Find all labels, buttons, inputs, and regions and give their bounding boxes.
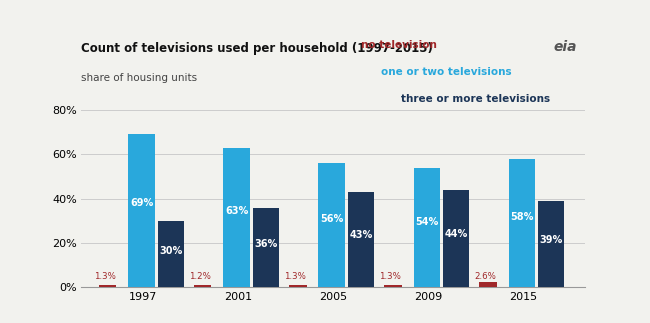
Text: 1.3%: 1.3% bbox=[284, 272, 306, 281]
Bar bbox=[413, 168, 440, 287]
Text: 58%: 58% bbox=[510, 212, 534, 222]
Text: three or more televisions: three or more televisions bbox=[401, 94, 551, 104]
Text: 1.3%: 1.3% bbox=[379, 272, 401, 281]
Bar bbox=[538, 201, 564, 287]
Bar bbox=[99, 285, 116, 287]
Bar bbox=[224, 148, 250, 287]
Text: 63%: 63% bbox=[225, 205, 248, 215]
Text: 54%: 54% bbox=[415, 216, 439, 226]
Bar bbox=[443, 190, 469, 287]
Bar bbox=[318, 163, 345, 287]
Bar bbox=[480, 282, 497, 287]
Text: 39%: 39% bbox=[540, 235, 563, 245]
Bar bbox=[253, 208, 280, 287]
Text: 69%: 69% bbox=[130, 198, 153, 208]
Bar bbox=[289, 285, 307, 287]
Text: no television: no television bbox=[361, 40, 437, 50]
Text: 1.2%: 1.2% bbox=[189, 272, 211, 281]
Text: 1.3%: 1.3% bbox=[94, 272, 116, 281]
Text: eia: eia bbox=[554, 40, 577, 54]
Text: one or two televisions: one or two televisions bbox=[381, 67, 512, 77]
Bar bbox=[348, 192, 374, 287]
Text: 36%: 36% bbox=[254, 238, 278, 248]
Bar bbox=[194, 285, 211, 287]
Bar bbox=[158, 221, 185, 287]
Bar bbox=[384, 285, 402, 287]
Text: Count of televisions used per household (1997-2015): Count of televisions used per household … bbox=[81, 42, 433, 55]
Text: share of housing units: share of housing units bbox=[81, 73, 198, 83]
Text: 44%: 44% bbox=[445, 229, 468, 239]
Bar bbox=[508, 159, 535, 287]
Bar bbox=[129, 134, 155, 287]
Text: 30%: 30% bbox=[159, 246, 183, 256]
Text: 2.6%: 2.6% bbox=[474, 272, 496, 281]
Text: 43%: 43% bbox=[350, 230, 372, 240]
Text: 56%: 56% bbox=[320, 214, 343, 224]
